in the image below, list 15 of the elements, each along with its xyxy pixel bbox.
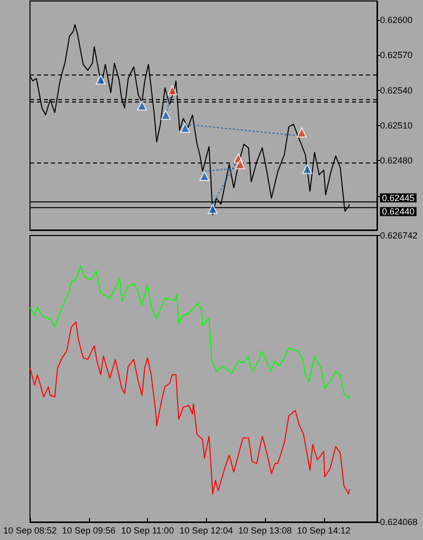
y-tick-label: 0.62510 bbox=[380, 120, 413, 130]
y-tick-label: 0.626742 bbox=[380, 230, 418, 240]
y-tick-label: 0.62570 bbox=[380, 50, 413, 60]
y-tick-label: 0.62540 bbox=[380, 85, 413, 96]
x-tick-label: 10 Sep 08:52 bbox=[3, 526, 57, 536]
y-tick-label: 0.624068 bbox=[380, 517, 418, 527]
ref-line-label: 0.62440 bbox=[382, 206, 415, 217]
x-tick-label: 10 Sep 13:08 bbox=[238, 526, 292, 536]
x-tick-label: 10 Sep 11:00 bbox=[121, 526, 174, 536]
x-tick-label: 10 Sep 12:04 bbox=[179, 526, 234, 536]
ref-line-label: 0.62445 bbox=[382, 192, 415, 203]
x-tick-label: 10 Sep 09:56 bbox=[62, 526, 116, 536]
y-tick-label: 0.62600 bbox=[380, 14, 413, 25]
x-tick-label: 10 Sep 14:12 bbox=[296, 526, 351, 536]
y-tick-label: 0.62480 bbox=[380, 156, 413, 166]
